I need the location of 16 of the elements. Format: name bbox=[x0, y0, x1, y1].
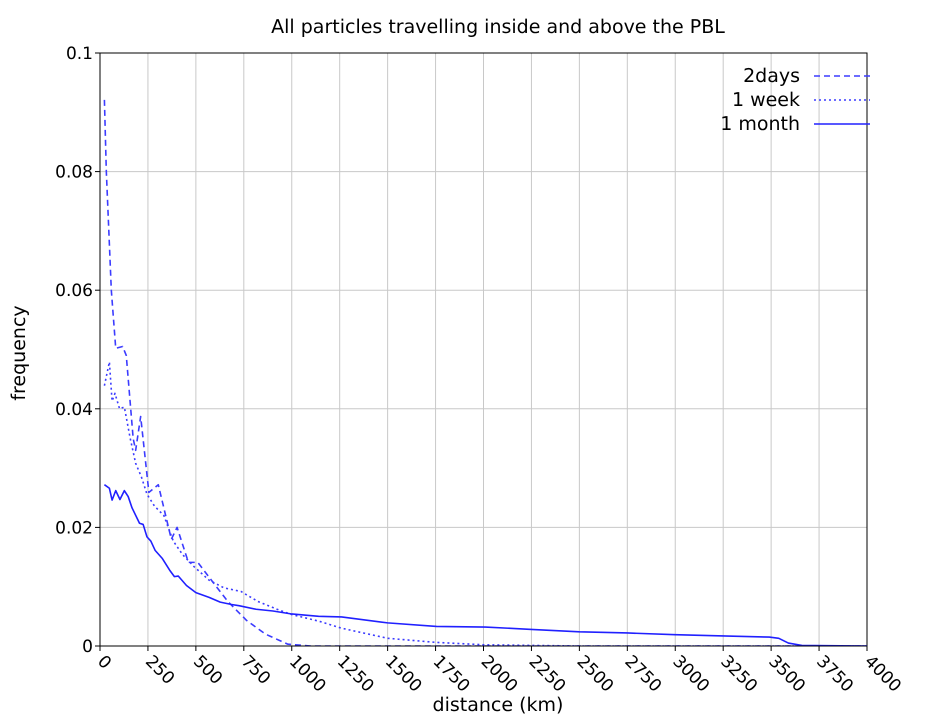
y-tick-label: 0 bbox=[82, 637, 93, 658]
y-tick-label: 0.06 bbox=[55, 281, 93, 302]
x-tick-label: 500 bbox=[189, 652, 226, 689]
y-axis-title: frequency bbox=[8, 305, 30, 401]
y-tick-label: 0.1 bbox=[66, 44, 93, 64]
y-tick-label: 0.04 bbox=[55, 400, 93, 420]
chart-title: All particles travelling inside and above the PBL bbox=[270, 16, 726, 38]
legend-label: 1 month bbox=[720, 112, 800, 136]
x-tick-label: 750 bbox=[236, 652, 274, 689]
legend-label: 2days bbox=[743, 64, 800, 88]
legend-label: 1 week bbox=[732, 88, 800, 112]
y-tick-label: 0.08 bbox=[55, 162, 93, 183]
x-axis-title: distance (km) bbox=[432, 694, 564, 716]
x-tick-label: 0 bbox=[93, 652, 115, 674]
y-tick-label: 0.02 bbox=[55, 518, 93, 538]
x-tick-label: 250 bbox=[141, 652, 178, 689]
